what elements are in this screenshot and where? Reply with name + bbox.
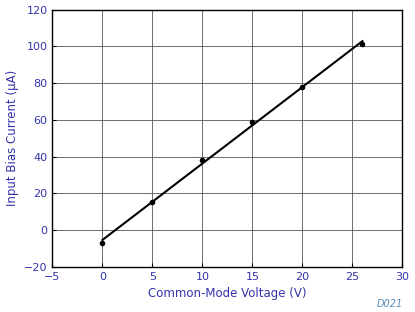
Y-axis label: Input Bias Current (μA): Input Bias Current (μA) <box>5 70 19 206</box>
X-axis label: Common-Mode Voltage (V): Common-Mode Voltage (V) <box>148 287 307 300</box>
Text: D021: D021 <box>376 299 403 309</box>
